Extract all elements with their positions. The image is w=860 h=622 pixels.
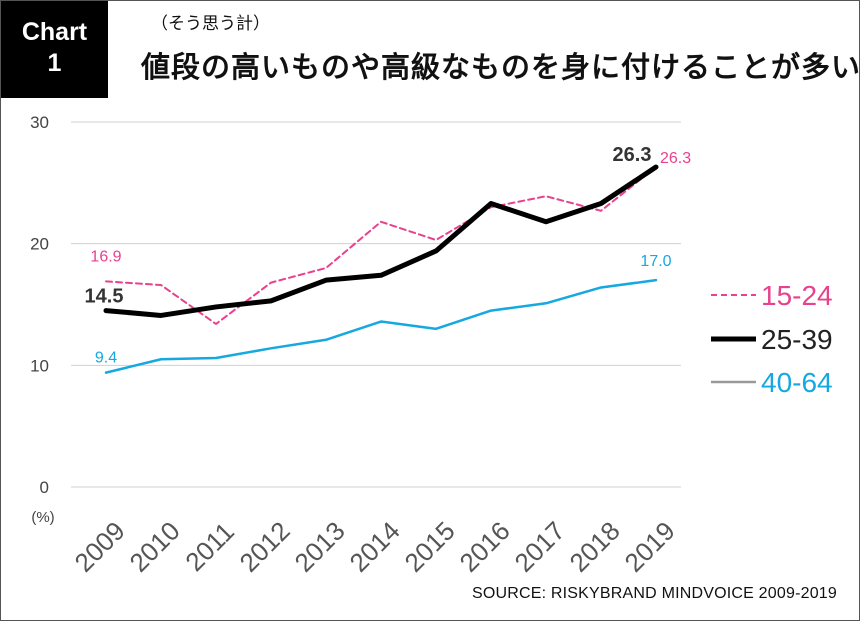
chart-number-badge: Chart 1 <box>1 1 108 98</box>
series-line-40-64 <box>104 278 658 374</box>
data-label-25-39-2009: 14.5 <box>85 286 124 308</box>
x-tick-label: 2011 <box>179 516 240 577</box>
badge-number: 1 <box>47 49 62 77</box>
x-tick-label: 2015 <box>399 516 461 578</box>
y-axis-unit: (%) <box>31 509 54 526</box>
x-tick-label: 2010 <box>124 516 186 578</box>
series-line-15-24 <box>105 166 657 325</box>
data-label-15-24-2019: 26.3 <box>660 150 691 167</box>
x-tick-label: 2018 <box>564 516 626 578</box>
data-label-40-64-2019: 17.0 <box>640 253 671 270</box>
chart-subtitle: （そう思う計） <box>151 14 270 34</box>
series-line-25-39 <box>103 164 659 318</box>
data-label-25-39-2019: 26.3 <box>613 144 652 166</box>
y-tick-label: 30 <box>30 113 49 132</box>
y-tick-label: 20 <box>30 235 49 254</box>
x-tick-label: 2017 <box>509 516 571 578</box>
x-tick-label: 2014 <box>344 516 406 578</box>
x-tick-label: 2013 <box>289 516 351 578</box>
legend-label-40-64: 40-64 <box>761 367 833 398</box>
chart-title: 値段の高いものや高級なものを身に付けることが多い <box>141 50 860 84</box>
x-tick-label: 2016 <box>454 516 516 578</box>
y-tick-label: 0 <box>40 478 49 497</box>
y-tick-label: 10 <box>30 356 49 375</box>
data-label-15-24-2009: 16.9 <box>90 248 121 265</box>
badge-label: Chart <box>21 18 88 46</box>
x-tick-label: 2009 <box>69 516 131 578</box>
legend-label-15-24: 15-24 <box>761 280 833 311</box>
x-tick-label: 2012 <box>234 516 296 578</box>
x-tick-label: 2019 <box>619 516 681 578</box>
source-note: SOURCE: RISKYBRAND MINDVOICE 2009-2019 <box>471 585 837 602</box>
data-label-40-64-2009: 9.4 <box>95 350 117 367</box>
legend-label-25-39: 25-39 <box>761 324 833 355</box>
